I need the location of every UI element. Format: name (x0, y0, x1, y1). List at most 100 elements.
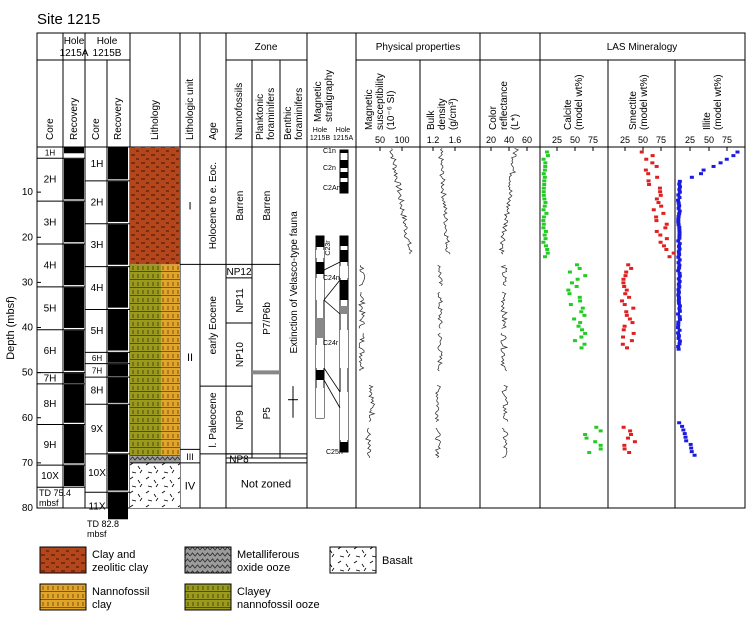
illite-point (677, 212, 682, 216)
lithology-clayey-nannofossil-ooze (130, 264, 161, 457)
illite-point (676, 347, 681, 351)
illite-point (677, 280, 682, 284)
illite-point (677, 185, 682, 189)
core-label-a: 2H (44, 175, 57, 186)
td-a: TD 75.4 (39, 488, 71, 498)
calcite-point (542, 233, 547, 237)
legend-label: Metalliferous (237, 549, 300, 561)
calcite-point (541, 222, 546, 226)
core-label-b: 7H (92, 366, 102, 375)
calcite-point (587, 451, 592, 455)
illite-point (677, 225, 682, 229)
legend-label: Nannofossil (92, 586, 149, 598)
illite-point (676, 293, 681, 297)
polarity-block (316, 345, 324, 368)
calcite-point (543, 237, 548, 241)
calcite-point (598, 443, 603, 447)
mag-sus-header: Magnetic (364, 89, 375, 130)
calcite-point (541, 157, 546, 161)
illite-point (676, 220, 681, 224)
illite-point (689, 446, 694, 450)
smectite-point (626, 263, 631, 267)
planktonic-zone: P5 (262, 407, 273, 420)
depth-axis-label: Depth (mbsf) (5, 296, 17, 360)
smectite-point (659, 204, 664, 208)
calcite-point (543, 201, 548, 205)
illite-point (676, 345, 681, 349)
calcite-point (578, 299, 583, 303)
legend-swatch (184, 546, 232, 574)
calcite-point (566, 288, 571, 292)
smectite-point (631, 306, 636, 310)
illite-point (682, 432, 687, 436)
core-label-a: 10X (41, 471, 59, 482)
lithology-nannofossil-clay (161, 264, 180, 457)
age-header: Age (208, 122, 219, 140)
calcite-point (569, 281, 574, 285)
smectite-point (624, 288, 629, 292)
illite-point (677, 307, 682, 311)
smectite-point (622, 443, 627, 447)
illite-point (677, 231, 682, 235)
calcite-point (544, 211, 549, 215)
color-reflectance-header: reflectance (499, 81, 510, 130)
recovery-bar-a (64, 373, 84, 384)
magstrat-correlation (323, 299, 341, 315)
legend-label: zeolitic clay (92, 562, 149, 574)
smectite-point (644, 157, 649, 161)
legend-label: nannofossil ooze (237, 599, 320, 611)
illite-point (735, 150, 740, 154)
recovery-bar-a (64, 201, 84, 243)
smectite-point (639, 150, 644, 154)
smectite-point (620, 335, 625, 339)
chron-label: C2n (323, 165, 336, 172)
polarity-block (316, 236, 324, 247)
legend-label: Basalt (382, 555, 413, 567)
mag-sus-header: (10⁻⁶ SI) (386, 91, 397, 130)
polarity-block (340, 172, 348, 178)
calcite-point (583, 331, 588, 335)
smectite-point (654, 219, 659, 223)
polarity-block (316, 278, 324, 300)
core-label-b: 5H (91, 326, 104, 337)
illite-point (676, 206, 681, 210)
chron-label: C24r (323, 340, 339, 347)
physical-properties-header: Physical properties (376, 42, 460, 53)
smectite-point (621, 281, 626, 285)
calcite-point (541, 240, 546, 244)
smectite-point (627, 295, 632, 299)
illite-point (676, 288, 681, 292)
nannofossil-zone: NP9 (235, 410, 246, 430)
smectite-point (623, 292, 628, 296)
illite-point (680, 424, 685, 428)
calcite-point (541, 190, 546, 194)
calcite-point (542, 183, 547, 187)
smectite-point (654, 229, 659, 233)
calcite-header: Calcite (563, 99, 574, 130)
bulk-density-tick: 1.2 (427, 135, 440, 145)
calcite-point (542, 197, 547, 201)
recovery-bar-b (108, 364, 128, 377)
illite-tick: 50 (704, 135, 714, 145)
illite-point (677, 315, 682, 319)
page-title: Site 1215 (37, 11, 100, 28)
polarity-block (340, 280, 348, 300)
legend-swatch (329, 546, 377, 574)
smectite-point (650, 154, 655, 158)
calcite-point (575, 263, 580, 267)
smectite-point (622, 447, 627, 451)
smectite-point (624, 270, 629, 274)
illite-point (677, 236, 682, 240)
calcite-point (543, 164, 548, 168)
illite-point (681, 428, 686, 432)
calcite-point (582, 313, 587, 317)
chron-label: C2An (323, 185, 341, 192)
calcite-point (542, 168, 547, 172)
core-label-b: 1H (91, 159, 104, 170)
lithologic-unit-label: IV (185, 480, 196, 492)
nannofossils-header: Nannofossils (234, 83, 245, 140)
core-label-b: 9X (91, 424, 104, 435)
smectite-point (658, 233, 663, 237)
lithology-header: Lithology (150, 100, 161, 140)
